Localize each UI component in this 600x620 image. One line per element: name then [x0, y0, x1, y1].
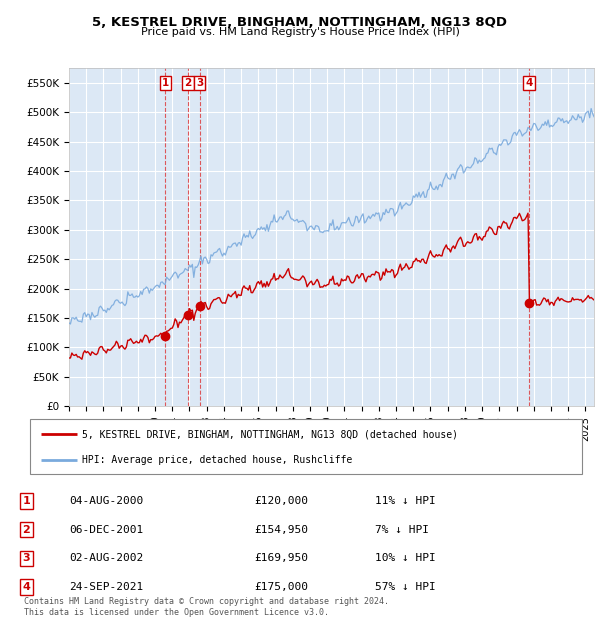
Text: 4: 4	[22, 582, 31, 592]
Text: 1: 1	[23, 496, 30, 506]
Text: 06-DEC-2001: 06-DEC-2001	[70, 525, 144, 534]
Text: HPI: Average price, detached house, Rushcliffe: HPI: Average price, detached house, Rush…	[82, 455, 353, 466]
Text: £154,950: £154,950	[254, 525, 308, 534]
Text: 2: 2	[23, 525, 30, 534]
Text: 04-AUG-2000: 04-AUG-2000	[70, 496, 144, 506]
Text: 57% ↓ HPI: 57% ↓ HPI	[375, 582, 436, 592]
Text: 4: 4	[526, 78, 533, 89]
Text: 3: 3	[23, 554, 30, 564]
Text: Price paid vs. HM Land Registry's House Price Index (HPI): Price paid vs. HM Land Registry's House …	[140, 27, 460, 37]
Text: 3: 3	[196, 78, 203, 89]
Text: 5, KESTREL DRIVE, BINGHAM, NOTTINGHAM, NG13 8QD (detached house): 5, KESTREL DRIVE, BINGHAM, NOTTINGHAM, N…	[82, 429, 458, 439]
Text: 10% ↓ HPI: 10% ↓ HPI	[375, 554, 436, 564]
Text: 1: 1	[161, 78, 169, 89]
Text: Contains HM Land Registry data © Crown copyright and database right 2024.
This d: Contains HM Land Registry data © Crown c…	[24, 598, 389, 617]
Text: 2: 2	[184, 78, 192, 89]
Text: 24-SEP-2021: 24-SEP-2021	[70, 582, 144, 592]
Text: 5, KESTREL DRIVE, BINGHAM, NOTTINGHAM, NG13 8QD: 5, KESTREL DRIVE, BINGHAM, NOTTINGHAM, N…	[92, 16, 508, 29]
Text: £120,000: £120,000	[254, 496, 308, 506]
Text: £175,000: £175,000	[254, 582, 308, 592]
Text: 7% ↓ HPI: 7% ↓ HPI	[375, 525, 429, 534]
Text: £169,950: £169,950	[254, 554, 308, 564]
Text: 11% ↓ HPI: 11% ↓ HPI	[375, 496, 436, 506]
Text: 02-AUG-2002: 02-AUG-2002	[70, 554, 144, 564]
FancyBboxPatch shape	[30, 418, 582, 474]
